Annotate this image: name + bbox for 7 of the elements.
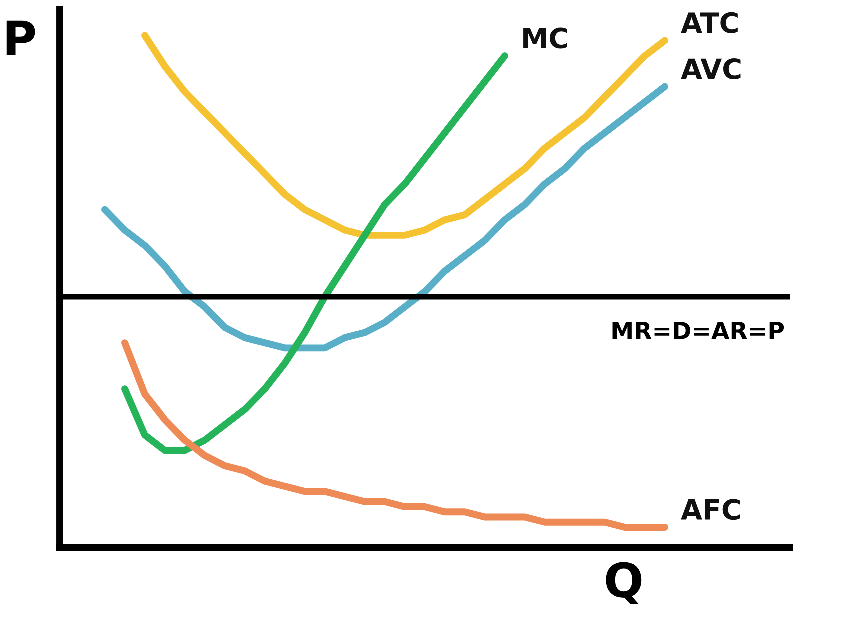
series-label: MC — [524, 28, 568, 49]
x-axis-title: Q — [606, 562, 642, 604]
ref-line-label: MR=D=AR=P — [612, 322, 784, 340]
series-label: AFC — [681, 499, 740, 520]
y-axis-title: P — [6, 20, 36, 56]
series-label: AVC — [681, 58, 741, 80]
series-label: ATC — [681, 12, 738, 34]
